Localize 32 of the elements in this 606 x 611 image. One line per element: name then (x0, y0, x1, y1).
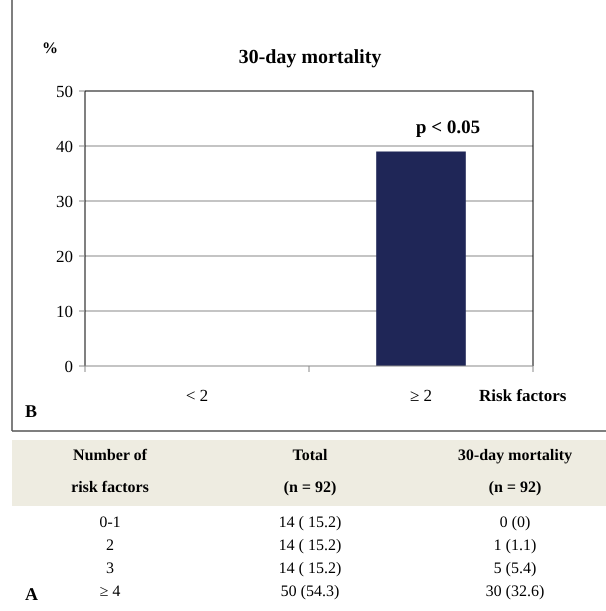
annotation: p < 0.05 (416, 117, 480, 138)
x-tick-label: ≥ 2 (410, 386, 432, 405)
text: 5 (5.4) (494, 560, 536, 577)
y-tick-label: 20 (56, 246, 73, 266)
text: 30-day mortality (458, 447, 572, 464)
text: Total (292, 447, 328, 464)
y-axis-title: % (42, 40, 58, 57)
y-tick-label: 10 (56, 302, 73, 321)
text: 30 (32.6) (486, 583, 544, 600)
text: 3 (106, 560, 114, 577)
y-tick-label: 30 (56, 192, 73, 211)
text: 50 (54.3) (280, 583, 340, 600)
text: 2 (106, 537, 114, 554)
y-tick-label: 0 (64, 356, 73, 376)
x-axis-title: Risk factors (479, 386, 567, 405)
y-tick-label: 50 (56, 82, 73, 101)
text: Number of (73, 447, 148, 464)
text: 0-1 (99, 514, 121, 531)
x-tick-label: < 2 (186, 386, 208, 405)
text: 0 (0) (500, 514, 530, 531)
text: B (25, 401, 38, 421)
text: (n = 92) (488, 479, 542, 496)
chart-title: 30-day mortality (238, 46, 382, 68)
text: A (25, 584, 38, 604)
text: 14 ( 15.2) (278, 514, 342, 531)
text: 14 ( 15.2) (278, 560, 342, 577)
text: (n = 92) (284, 479, 336, 496)
text: 14 ( 15.2) (278, 537, 342, 554)
text: 1 (1.1) (494, 537, 536, 554)
y-tick-label: 40 (56, 136, 73, 156)
text: ≥ 4 (100, 583, 120, 600)
text: risk factors (71, 479, 149, 496)
